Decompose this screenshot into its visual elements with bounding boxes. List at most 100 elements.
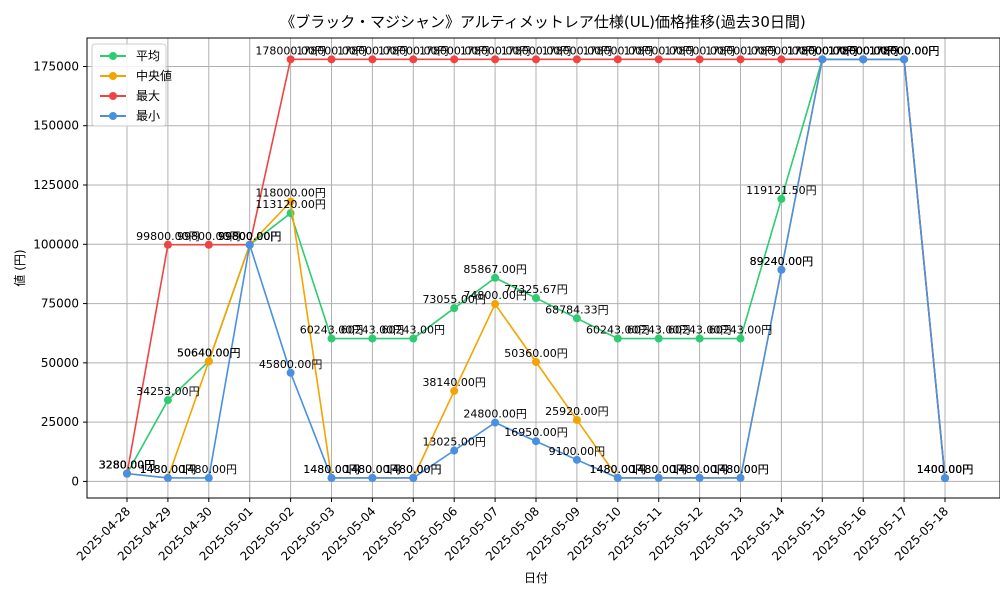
data-point bbox=[491, 418, 500, 427]
data-label: 50640.00円 bbox=[177, 346, 241, 359]
data-label: 178000.00円 bbox=[869, 44, 940, 57]
data-label: 9100.00円 bbox=[549, 445, 606, 458]
data-label: 178000.00円 bbox=[787, 44, 858, 57]
data-point bbox=[409, 55, 418, 64]
data-label: 178000.00円 bbox=[787, 44, 858, 57]
data-point bbox=[572, 415, 581, 424]
data-point bbox=[777, 265, 786, 274]
data-point bbox=[613, 473, 622, 482]
data-label: 178000.00円 bbox=[296, 44, 367, 57]
data-point bbox=[450, 55, 459, 64]
data-label: 178000.00円 bbox=[623, 44, 694, 57]
data-point bbox=[777, 194, 786, 203]
legend-label: 最大 bbox=[136, 89, 160, 103]
data-label: 34253.00円 bbox=[136, 385, 200, 398]
data-label: 1480.00円 bbox=[630, 463, 687, 476]
data-label: 178000.00円 bbox=[869, 44, 940, 57]
data-point bbox=[491, 273, 500, 282]
data-label: 1480.00円 bbox=[590, 463, 647, 476]
data-label: 74800.00円 bbox=[463, 289, 527, 302]
legend-marker bbox=[109, 92, 117, 100]
data-label: 178000.00円 bbox=[460, 44, 531, 57]
data-point bbox=[572, 314, 581, 323]
data-label: 1480.00円 bbox=[303, 463, 360, 476]
data-label: 45800.00円 bbox=[259, 358, 323, 371]
y-tick-label: 0 bbox=[71, 474, 79, 488]
y-tick-label: 100000 bbox=[33, 237, 79, 251]
data-point bbox=[654, 473, 663, 482]
data-point bbox=[327, 55, 336, 64]
y-axis-label: 値 (円) bbox=[12, 249, 27, 286]
data-label: 178000.00円 bbox=[828, 44, 899, 57]
data-label: 178000.00円 bbox=[501, 44, 572, 57]
data-point bbox=[777, 55, 786, 64]
data-label: 178000.00円 bbox=[378, 44, 449, 57]
data-point bbox=[572, 55, 581, 64]
data-point bbox=[163, 473, 172, 482]
data-point bbox=[450, 304, 459, 313]
data-label: 60243.00円 bbox=[382, 324, 446, 337]
data-label: 1480.00円 bbox=[140, 463, 197, 476]
data-label: 178000.00円 bbox=[746, 44, 817, 57]
legend-label: 平均 bbox=[136, 49, 160, 63]
legend-label: 最小 bbox=[136, 109, 160, 123]
data-label: 60243.00円 bbox=[627, 324, 691, 337]
data-label: 77325.67円 bbox=[504, 283, 568, 296]
data-label: 1480.00円 bbox=[630, 463, 687, 476]
legend-label: 中央値 bbox=[136, 68, 172, 83]
data-point bbox=[409, 473, 418, 482]
data-point bbox=[654, 334, 663, 343]
data-point bbox=[163, 396, 172, 405]
data-labels: 3280.00円 34253.00円 50640.00円 99800.00円 11312… bbox=[99, 44, 974, 476]
data-point bbox=[736, 473, 745, 482]
data-label: 178000.00円 bbox=[869, 44, 940, 57]
data-label: 89240.00円 bbox=[750, 255, 814, 268]
data-point bbox=[572, 455, 581, 464]
data-label: 99800.00円 bbox=[177, 230, 241, 243]
data-point bbox=[613, 334, 622, 343]
data-label: 60243.00円 bbox=[341, 324, 405, 337]
data-label: 1400.00円 bbox=[917, 463, 974, 476]
x-axis: 2025-04-282025-04-292025-04-302025-05-01… bbox=[74, 498, 951, 563]
data-label: 118000.00円 bbox=[255, 187, 326, 200]
data-point bbox=[532, 357, 540, 366]
data-label: 3280.00円 bbox=[99, 459, 156, 472]
data-point bbox=[450, 446, 459, 455]
data-label: 99800.00円 bbox=[218, 230, 282, 243]
data-label: 16950.00円 bbox=[504, 426, 568, 439]
data-point bbox=[941, 474, 949, 483]
data-label: 85867.00円 bbox=[463, 263, 527, 276]
data-label: 1480.00円 bbox=[671, 463, 728, 476]
data-label: 60243.00円 bbox=[668, 324, 732, 337]
y-axis: 0 25000 50000 75000 100000 125000 150000 175000 bbox=[33, 59, 87, 488]
data-point bbox=[695, 473, 704, 482]
data-label: 178000.00円 bbox=[583, 44, 654, 57]
legend-marker bbox=[109, 52, 117, 60]
data-label: 1480.00円 bbox=[303, 463, 360, 476]
data-label: 60243.00円 bbox=[586, 324, 650, 337]
data-point bbox=[286, 55, 295, 64]
data-label: 1480.00円 bbox=[181, 463, 238, 476]
data-point bbox=[491, 55, 500, 64]
data-label: 1480.00円 bbox=[712, 463, 769, 476]
data-point bbox=[368, 55, 377, 64]
data-point bbox=[695, 334, 704, 343]
y-tick-label: 175000 bbox=[33, 59, 79, 73]
legend-box bbox=[91, 43, 167, 127]
data-label: 178000.00円 bbox=[828, 44, 899, 57]
data-point bbox=[327, 334, 336, 343]
data-point bbox=[123, 469, 131, 478]
data-label: 1400.00円 bbox=[917, 463, 974, 476]
data-label: 1480.00円 bbox=[385, 463, 442, 476]
data-point bbox=[286, 368, 295, 377]
data-point bbox=[204, 357, 213, 366]
data-point bbox=[163, 240, 172, 249]
data-label: 178000.00円 bbox=[542, 44, 613, 57]
data-point bbox=[695, 55, 704, 64]
data-point bbox=[859, 55, 868, 64]
legend-marker bbox=[109, 72, 117, 80]
data-label: 50360.00円 bbox=[504, 347, 568, 360]
data-label: 178000.00円 bbox=[419, 44, 490, 57]
data-point bbox=[368, 334, 377, 343]
